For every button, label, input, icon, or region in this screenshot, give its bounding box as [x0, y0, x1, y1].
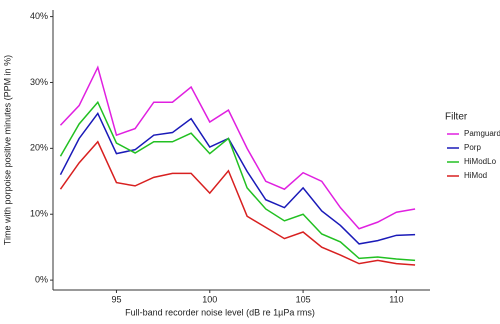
x-tick-label: 100 — [202, 294, 217, 304]
legend-label: HiMod — [464, 171, 487, 180]
y-tick-label: 40% — [30, 11, 48, 21]
x-axis-title: Full-band recorder noise level (dB re 1µ… — [125, 307, 315, 317]
legend-label: Porp — [464, 143, 481, 152]
legend-label: HiModLo — [464, 157, 497, 166]
x-tick-label: 95 — [111, 294, 121, 304]
y-axis-title: Time with porpoise positive minutes (PPM… — [2, 55, 12, 245]
x-tick-label: 105 — [296, 294, 311, 304]
y-tick-label: 10% — [30, 209, 48, 219]
y-tick-label: 0% — [35, 274, 48, 284]
series-line — [59, 111, 416, 245]
series-line — [59, 100, 416, 262]
legend-label: Pamguard — [464, 129, 500, 138]
x-tick-label: 110 — [389, 294, 403, 304]
series-line — [59, 140, 416, 266]
series-line — [59, 65, 416, 230]
legend-title: Filter — [445, 112, 468, 123]
y-tick-label: 30% — [30, 77, 48, 87]
y-tick-label: 20% — [30, 143, 48, 153]
